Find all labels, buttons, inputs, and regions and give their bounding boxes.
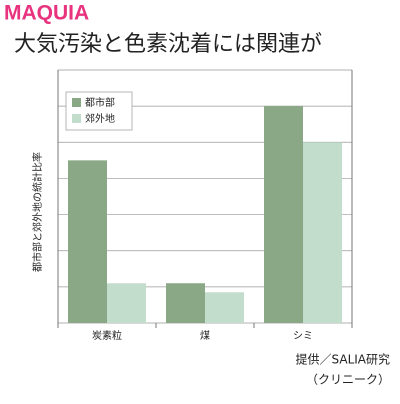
x-tick-label: シミ [293, 331, 313, 342]
legend-swatch [72, 98, 81, 107]
bar [264, 106, 303, 324]
bar [303, 142, 342, 323]
bar [107, 283, 146, 323]
legend-label: 都市部 [85, 96, 115, 109]
y-axis-label: 都市部と郊外地の統計比率 [31, 152, 44, 272]
bar [68, 160, 107, 323]
credit: （クリニーク） [306, 373, 390, 387]
credit: 提供／SALIA研究 [296, 352, 390, 367]
chart-title: 大気汚染と色素沈着には関連が [14, 32, 322, 57]
x-tick-label: 炭素粒 [92, 329, 122, 342]
legend-label: 郊外地 [85, 112, 115, 125]
legend-box [65, 91, 133, 131]
bar [166, 283, 205, 323]
bar [205, 292, 244, 323]
x-tick-label: 煤 [200, 329, 210, 342]
legend-swatch [72, 114, 81, 123]
logo: MAQUIA [4, 2, 89, 25]
